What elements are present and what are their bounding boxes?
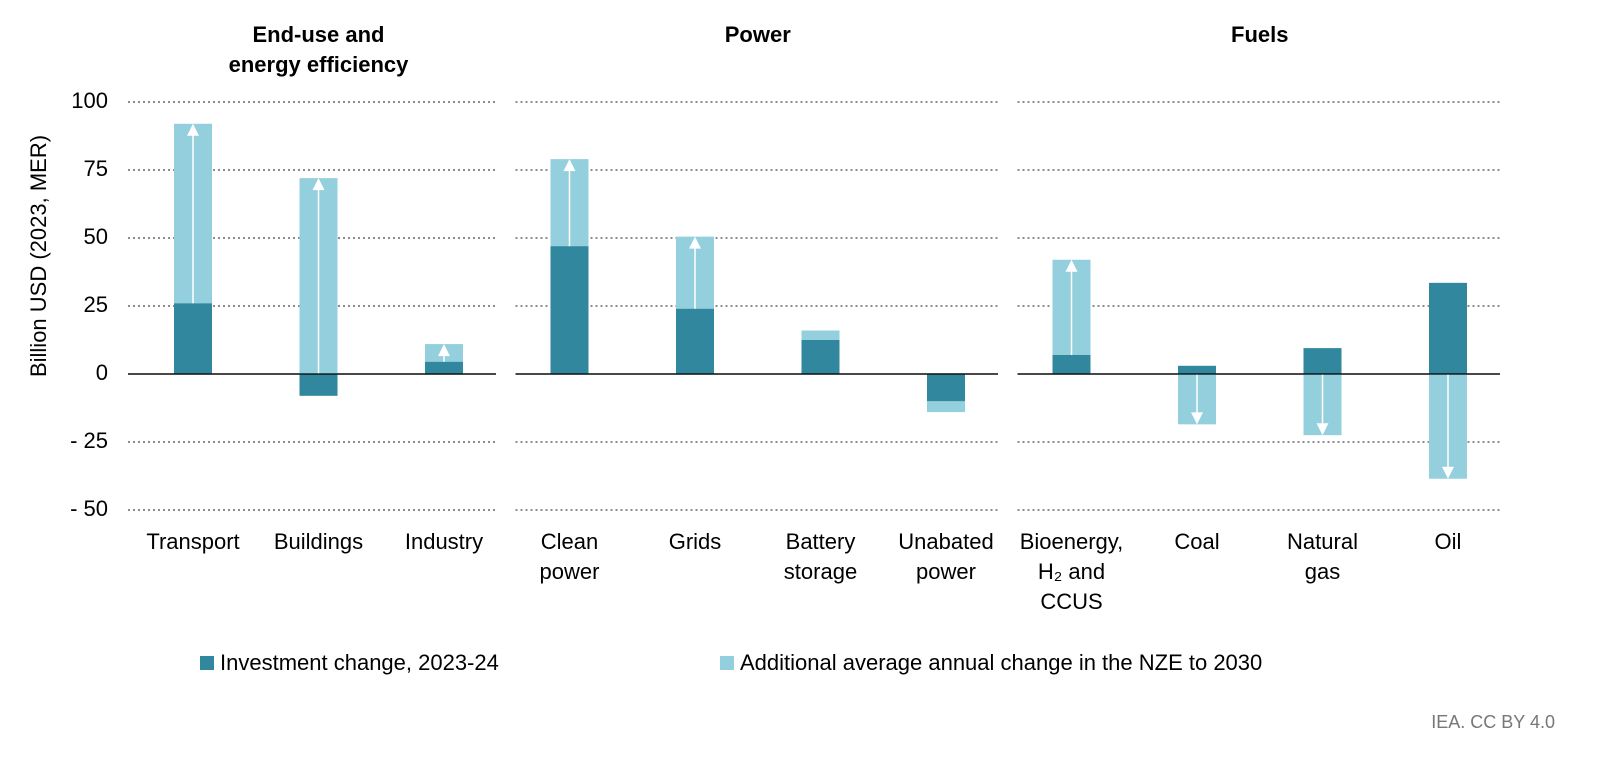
legend-label: Additional average annual change in the … (740, 650, 1263, 675)
bar-investment (1178, 365, 1216, 374)
legend-item: Additional average annual change in the … (720, 649, 1262, 677)
y-tick-label: 75 (84, 156, 108, 181)
y-tick-label: 0 (96, 360, 108, 385)
bar-additional (801, 330, 840, 340)
x-tick-label: Buildings (273, 529, 364, 554)
y-tick-label: 100 (71, 88, 108, 113)
y-tick-label: 50 (84, 224, 108, 249)
bar-investment (1052, 354, 1091, 374)
panel-title: End-use and energy efficiency (228, 22, 409, 77)
arrow-head (187, 123, 199, 136)
x-tick-label: Unabated power (898, 529, 994, 584)
bar-investment (676, 308, 714, 374)
legend-swatch (720, 656, 734, 670)
arrow-head (312, 178, 325, 191)
x-tick-label: Oil (1434, 529, 1462, 554)
legend-item: Investment change, 2023-24 (200, 649, 499, 677)
y-tick-label: - 25 (70, 428, 108, 453)
source-note: IEA. CC BY 4.0 (1431, 712, 1555, 732)
legend-label: Investment change, 2023-24 (220, 650, 499, 675)
bar-additional (927, 401, 965, 413)
bar-investment (425, 361, 463, 374)
y-tick-label: 25 (84, 292, 108, 317)
panel-title: Fuels (1231, 22, 1289, 47)
bar-investment (1303, 348, 1342, 374)
x-tick-label: Clean power (539, 529, 600, 584)
arrow-head (1442, 466, 1454, 479)
x-tick-label: Transport (146, 529, 240, 554)
arrow-head (563, 159, 576, 172)
x-tick-label: Bioenergy, H₂ and CCUS (1019, 529, 1124, 614)
bar-investment (1429, 282, 1467, 374)
arrow-head (1316, 423, 1329, 436)
bar-investment (299, 374, 338, 396)
x-tick-label: Coal (1174, 529, 1220, 554)
arrow-head (438, 344, 450, 357)
y-tick-label: - 50 (70, 496, 108, 521)
arrow-head (1191, 412, 1203, 425)
bar-investment (927, 374, 965, 402)
arrow-head (689, 236, 701, 249)
legend-swatch (200, 656, 214, 670)
bar-investment (174, 303, 212, 374)
x-tick-label: Battery storage (783, 529, 858, 584)
bar-investment (550, 246, 589, 374)
arrow-head (1065, 259, 1078, 272)
panel-title: Power (724, 22, 791, 47)
x-tick-label: Industry (404, 529, 484, 554)
x-tick-label: Grids (668, 529, 722, 554)
bar-investment (801, 340, 840, 374)
y-axis-label: Billion USD (2023, MER) (26, 135, 51, 377)
x-tick-label: Natural gas (1287, 529, 1358, 584)
